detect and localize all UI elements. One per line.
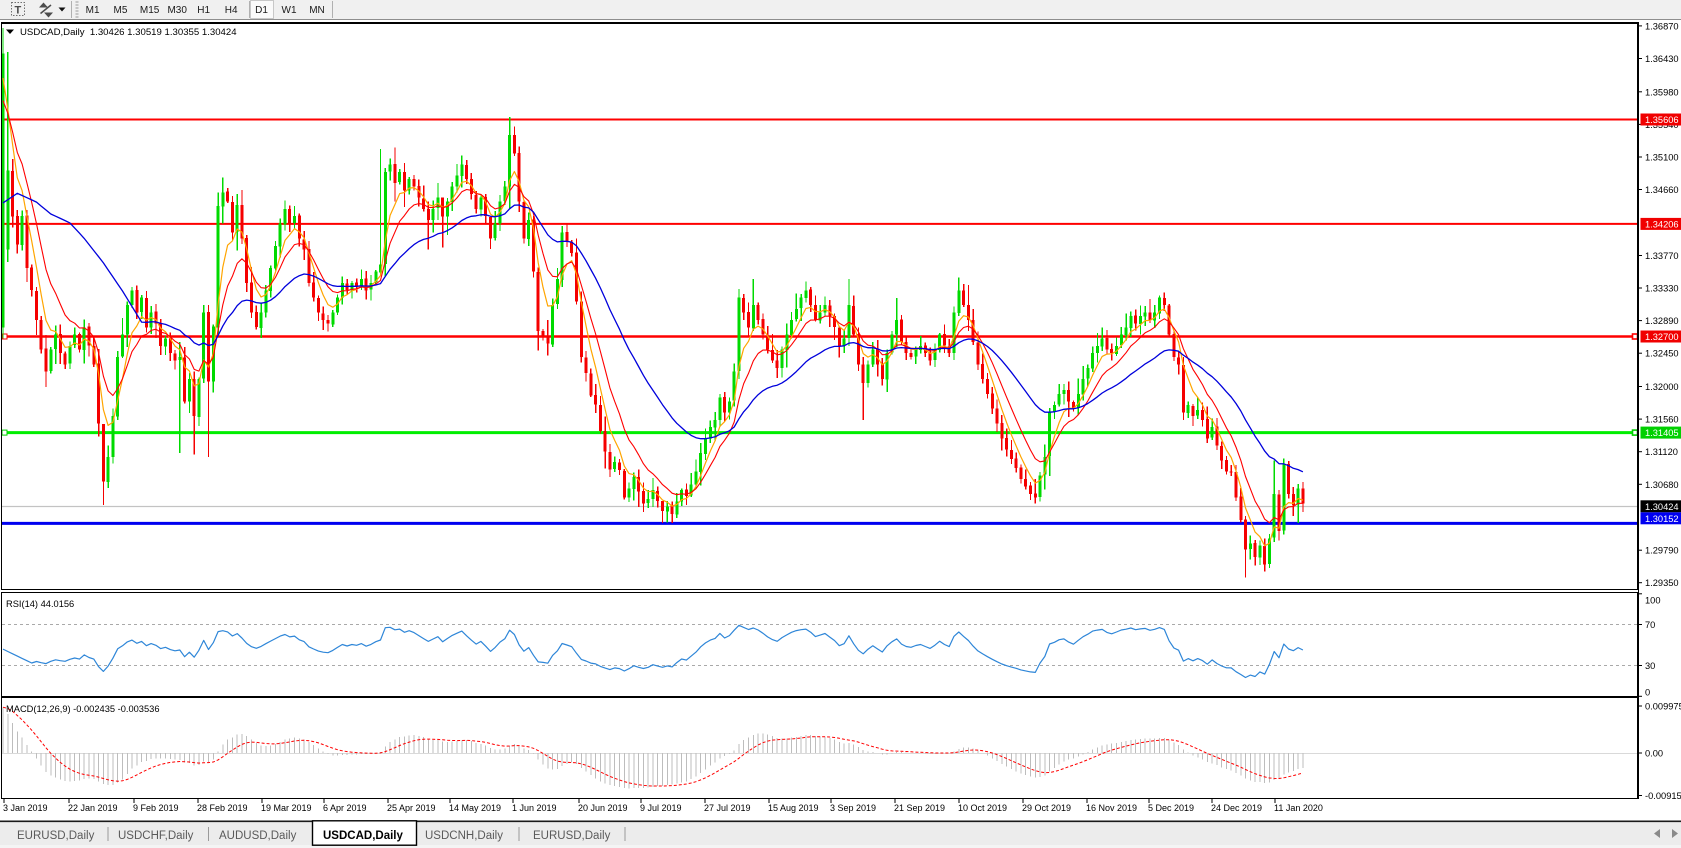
svg-text:1.31560: 1.31560 [1645, 415, 1679, 425]
svg-text:11 Jan 2020: 11 Jan 2020 [1274, 803, 1323, 813]
svg-text:1.35606: 1.35606 [1645, 115, 1679, 125]
svg-text:USDCAD,Daily 1.30426 1.30519: USDCAD,Daily 1.30426 1.30519 1.30355 1.3… [20, 27, 237, 38]
svg-text:29 Oct 2019: 29 Oct 2019 [1022, 803, 1071, 813]
svg-text:M5: M5 [114, 5, 128, 16]
svg-text:USDCHF,Daily: USDCHF,Daily [118, 830, 194, 842]
svg-text:30: 30 [1645, 661, 1655, 671]
svg-text:M1: M1 [86, 5, 100, 16]
svg-text:D1: D1 [255, 5, 268, 16]
svg-text:USDCNH,Daily: USDCNH,Daily [425, 830, 503, 842]
svg-text:5 Dec 2019: 5 Dec 2019 [1148, 803, 1194, 813]
svg-text:100: 100 [1645, 596, 1661, 606]
svg-text:1.30424: 1.30424 [1645, 502, 1679, 512]
svg-text:25 Apr 2019: 25 Apr 2019 [387, 803, 436, 813]
svg-text:9 Feb 2019: 9 Feb 2019 [133, 803, 179, 813]
svg-text:19 Mar 2019: 19 Mar 2019 [261, 803, 312, 813]
svg-text:1.30680: 1.30680 [1645, 480, 1679, 490]
svg-text:15 Aug 2019: 15 Aug 2019 [768, 803, 819, 813]
svg-text:1.32450: 1.32450 [1645, 349, 1679, 359]
svg-text:70: 70 [1645, 620, 1655, 630]
svg-text:1.35100: 1.35100 [1645, 153, 1679, 163]
svg-text:T: T [15, 5, 22, 17]
svg-text:3 Sep 2019: 3 Sep 2019 [830, 803, 876, 813]
svg-text:14 May 2019: 14 May 2019 [449, 803, 501, 813]
svg-text:1.33330: 1.33330 [1645, 284, 1679, 294]
svg-text:1.31405: 1.31405 [1645, 428, 1679, 438]
svg-text:MACD(12,26,9) -0.002435 -0.003: MACD(12,26,9) -0.002435 -0.003536 [6, 704, 160, 714]
svg-text:27 Jul 2019: 27 Jul 2019 [704, 803, 751, 813]
svg-text:1.30152: 1.30152 [1645, 514, 1679, 524]
svg-text:20 Jun 2019: 20 Jun 2019 [578, 803, 628, 813]
svg-text:1.35980: 1.35980 [1645, 87, 1679, 97]
svg-text:21 Sep 2019: 21 Sep 2019 [894, 803, 945, 813]
svg-text:1.29350: 1.29350 [1645, 578, 1679, 588]
svg-text:1.34206: 1.34206 [1645, 219, 1679, 229]
svg-text:H4: H4 [225, 5, 238, 16]
svg-text:AUDUSD,Daily: AUDUSD,Daily [219, 830, 297, 842]
svg-text:USDCAD,Daily: USDCAD,Daily [323, 830, 403, 842]
svg-text:24 Dec 2019: 24 Dec 2019 [1211, 803, 1262, 813]
svg-text:1.31120: 1.31120 [1645, 447, 1678, 457]
svg-text:-0.00915: -0.00915 [1645, 791, 1681, 801]
svg-text:1 Jun 2019: 1 Jun 2019 [512, 803, 557, 813]
svg-text:EURUSD,Daily: EURUSD,Daily [533, 830, 611, 842]
svg-text:1.32890: 1.32890 [1645, 316, 1679, 326]
svg-text:1.32000: 1.32000 [1645, 382, 1679, 392]
svg-text:28 Feb 2019: 28 Feb 2019 [197, 803, 248, 813]
svg-text:0.009975: 0.009975 [1645, 702, 1681, 712]
svg-text:W1: W1 [282, 5, 297, 16]
svg-text:EURUSD,Daily: EURUSD,Daily [17, 830, 95, 842]
svg-text:16 Nov 2019: 16 Nov 2019 [1086, 803, 1137, 813]
svg-text:6 Apr 2019: 6 Apr 2019 [323, 803, 367, 813]
svg-text:10 Oct 2019: 10 Oct 2019 [958, 803, 1007, 813]
svg-text:22 Jan 2019: 22 Jan 2019 [68, 803, 118, 813]
svg-text:MN: MN [309, 5, 325, 16]
svg-text:1.33770: 1.33770 [1645, 251, 1679, 261]
svg-text:1.36430: 1.36430 [1645, 54, 1679, 64]
svg-text:0: 0 [1645, 688, 1650, 698]
svg-text:M15: M15 [140, 5, 160, 16]
svg-text:1.29790: 1.29790 [1645, 546, 1679, 556]
svg-text:3 Jan 2019: 3 Jan 2019 [3, 803, 48, 813]
svg-text:M30: M30 [167, 5, 187, 16]
svg-text:1.32700: 1.32700 [1645, 332, 1679, 342]
svg-text:1.34660: 1.34660 [1645, 185, 1679, 195]
svg-text:1.36870: 1.36870 [1645, 21, 1679, 31]
svg-text:9 Jul 2019: 9 Jul 2019 [640, 803, 682, 813]
svg-text:0.00: 0.00 [1645, 749, 1663, 759]
svg-text:RSI(14) 44.0156: RSI(14) 44.0156 [6, 599, 74, 609]
svg-text:H1: H1 [197, 5, 210, 16]
